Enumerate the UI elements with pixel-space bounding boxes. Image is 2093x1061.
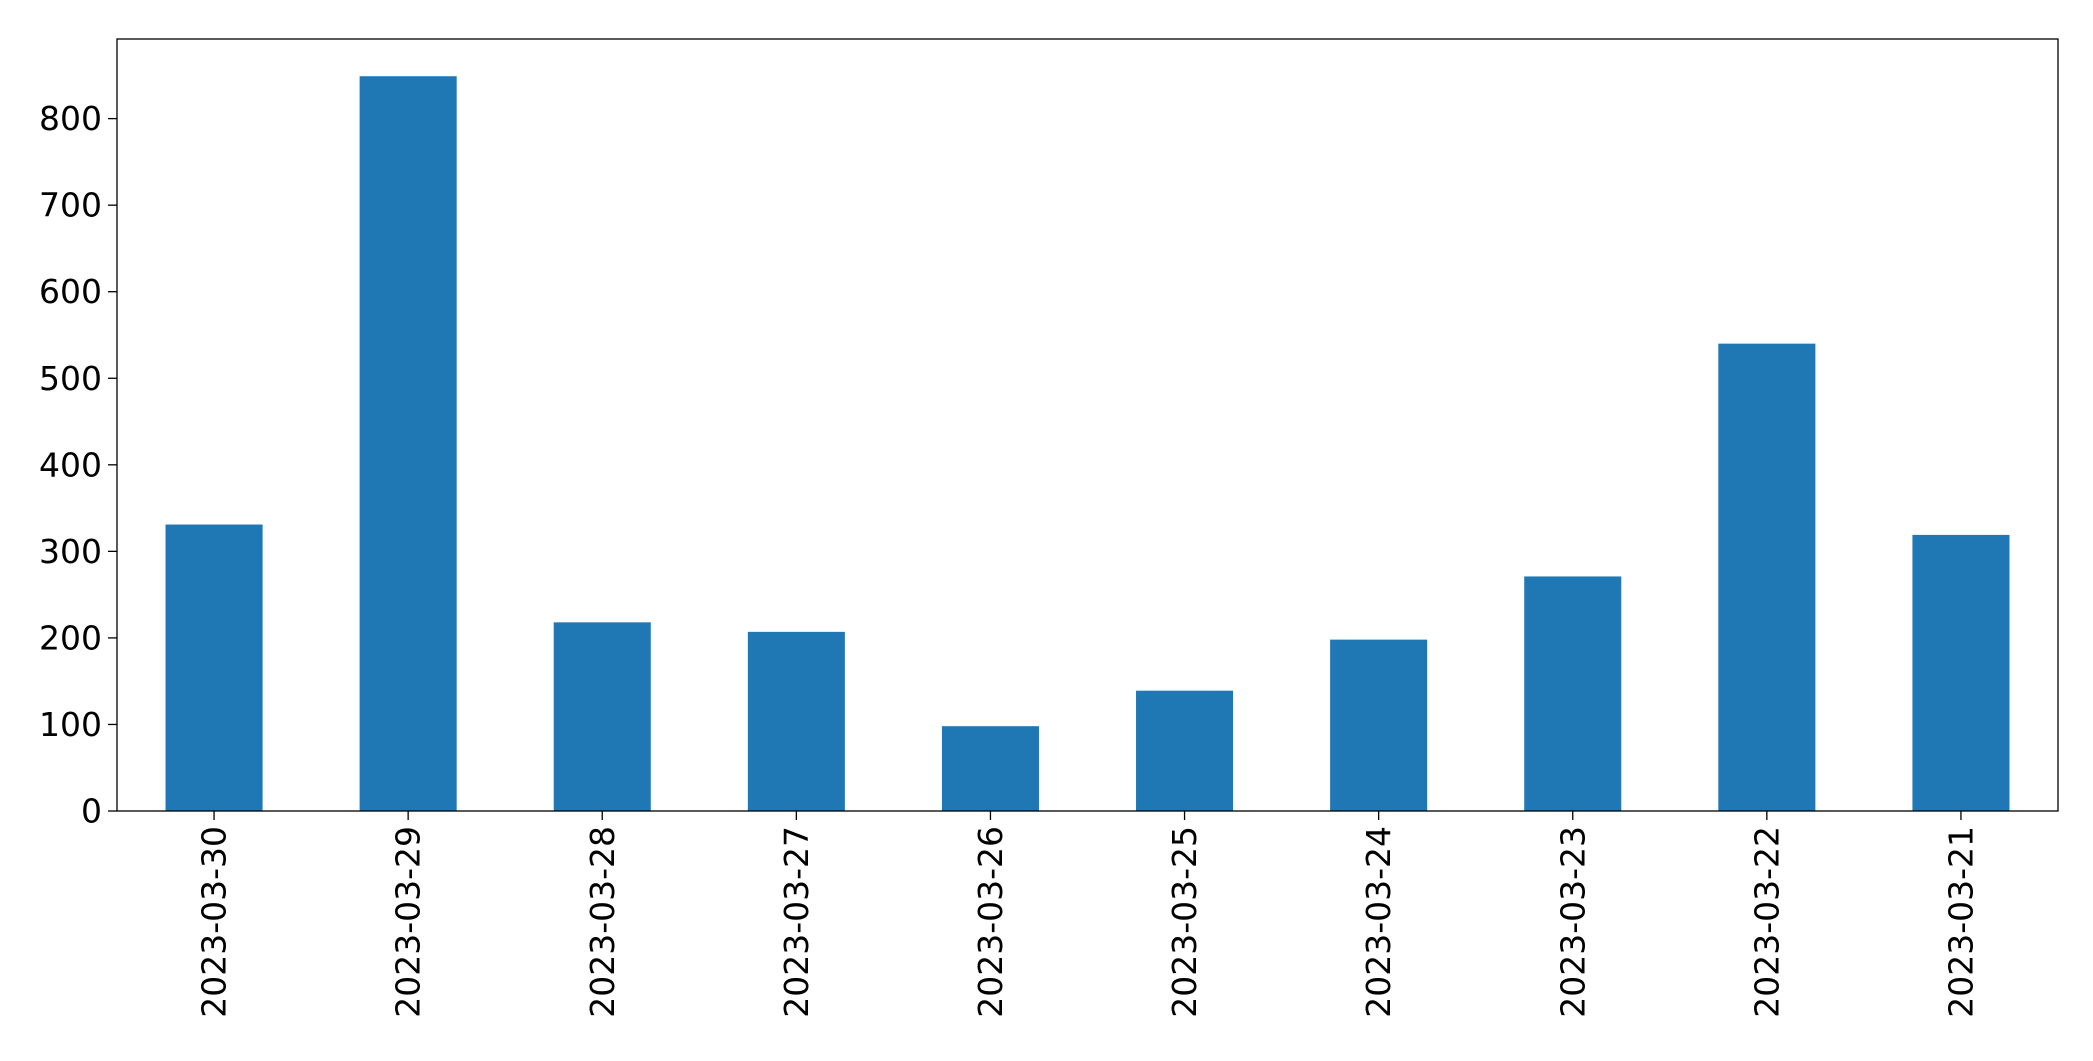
bars-layer — [165, 76, 2010, 811]
bar — [165, 524, 263, 811]
y-tick-label: 400 — [39, 445, 102, 484]
x-tick-label: 2023-03-25 — [1165, 826, 1204, 1018]
bar — [1524, 576, 1622, 811]
x-tick-label: 2023-03-23 — [1553, 826, 1592, 1018]
y-tick-label: 100 — [39, 705, 102, 744]
x-tick-label: 2023-03-21 — [1941, 826, 1980, 1018]
bar — [359, 76, 457, 811]
bar — [747, 631, 845, 811]
bar — [941, 726, 1039, 811]
y-tick-label: 200 — [39, 618, 102, 657]
x-tick-label: 2023-03-22 — [1747, 826, 1786, 1018]
y-tick-label: 500 — [39, 359, 102, 398]
y-tick-label: 600 — [39, 272, 102, 311]
bar — [1912, 534, 2010, 811]
bar — [1330, 639, 1428, 811]
bar — [1718, 343, 1816, 811]
y-tick-label: 0 — [81, 792, 102, 831]
x-tick-label: 2023-03-29 — [389, 826, 428, 1018]
y-axis: 0 100 200 300 400 500 600 700 800 — [39, 99, 117, 831]
bar — [553, 622, 651, 811]
x-axis: 2023-03-30 2023-03-29 2023-03-28 2023-03-27… — [195, 811, 1980, 1018]
x-tick-label: 2023-03-24 — [1359, 826, 1398, 1018]
x-tick-label: 2023-03-27 — [777, 826, 816, 1018]
plot-frame — [116, 38, 2059, 812]
x-tick-label: 2023-03-26 — [971, 826, 1010, 1018]
y-tick-label: 300 — [39, 532, 102, 571]
x-tick-label: 2023-03-30 — [195, 826, 234, 1018]
y-tick-label: 800 — [39, 99, 102, 138]
y-tick-label: 700 — [39, 186, 102, 225]
x-tick-label: 2023-03-28 — [583, 826, 622, 1018]
bar — [1136, 690, 1234, 811]
